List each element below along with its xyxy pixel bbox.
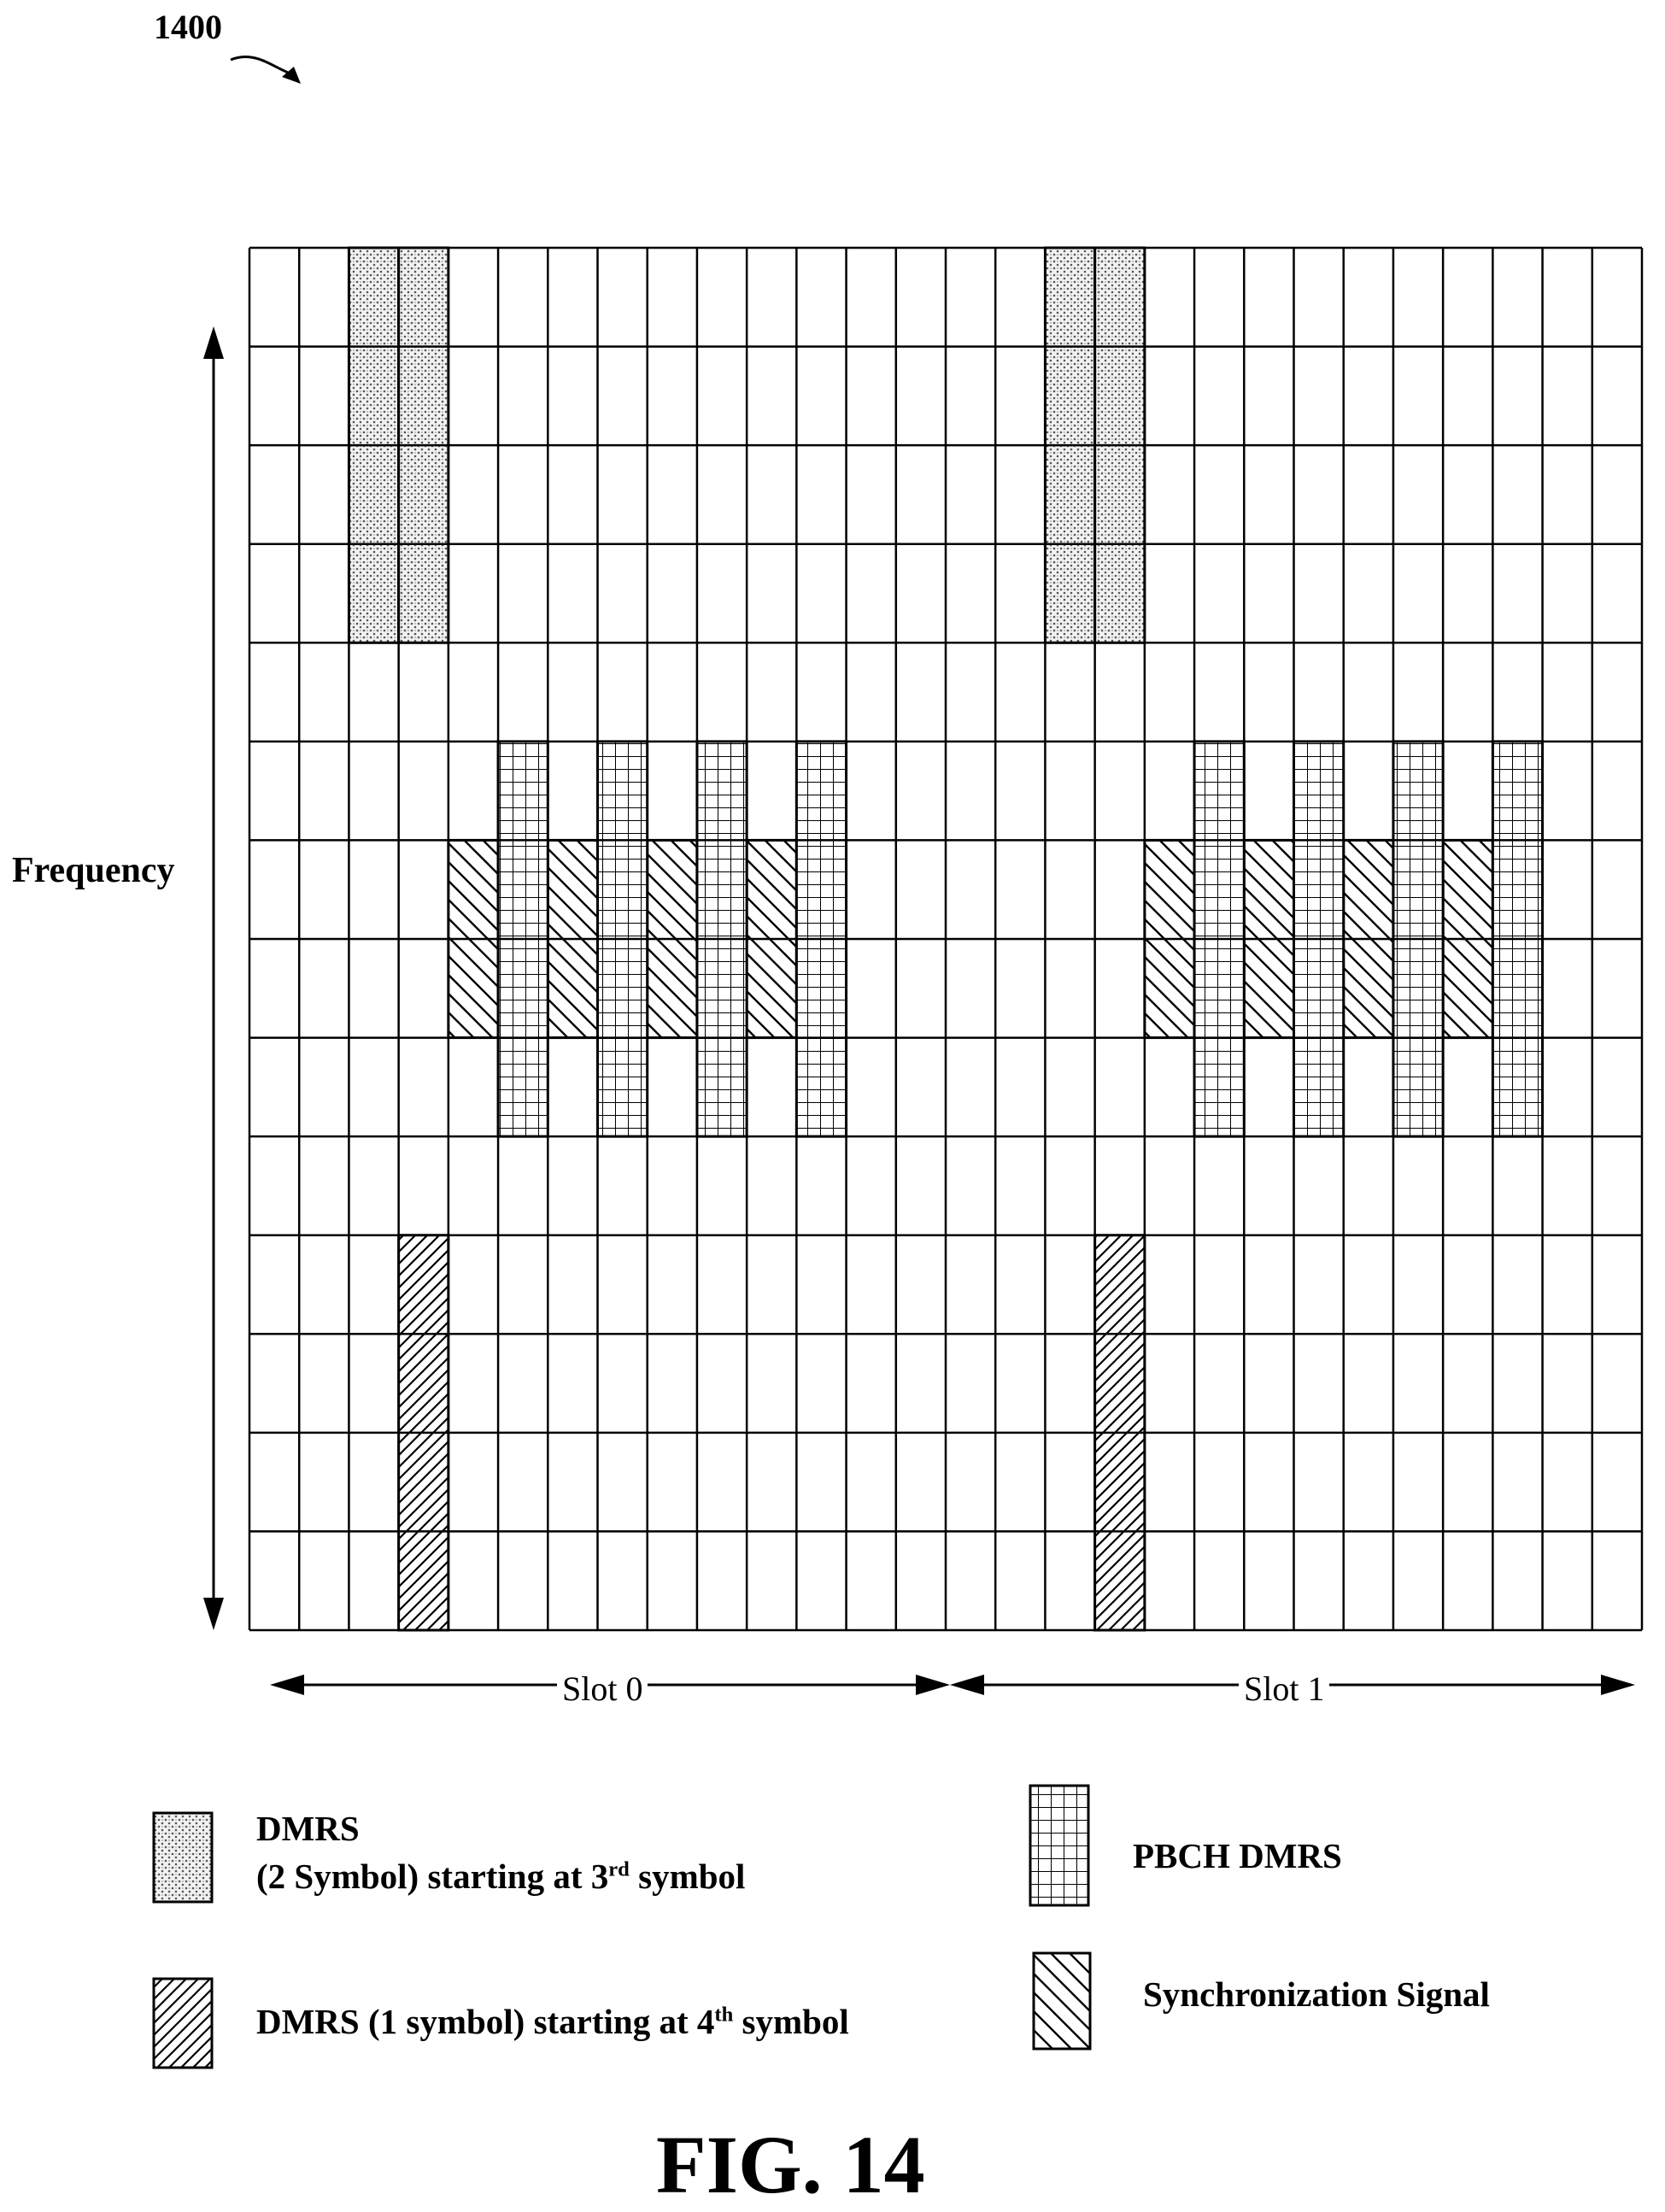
- legend-sync-signal-label: Synchronization Signal: [1143, 1970, 1490, 2018]
- legend-swatch-dmrs-1sym: [154, 1979, 212, 2068]
- legend-swatch-dmrs-2sym: [154, 1813, 212, 1902]
- legend-dmrs-2sym-label: DMRS (2 Symbol) starting at 3rd symbol: [256, 1804, 745, 1900]
- legend-dmrs-2sym-line2: (2 Symbol) starting at 3rd symbol: [256, 1852, 745, 1900]
- legend-swatch-pbch-dmrs: [1030, 1786, 1088, 1905]
- slot1-label: Slot 1: [1239, 1669, 1329, 1709]
- legend-swatch-sync-signal: [1034, 1953, 1090, 2049]
- legend-pbch-dmrs-label: PBCH DMRS: [1133, 1832, 1342, 1880]
- frequency-axis-label: Frequency: [12, 850, 175, 891]
- legend-dmrs-2sym-line1: DMRS: [256, 1804, 745, 1852]
- reference-arrow: [231, 56, 295, 75]
- figure-caption: FIG. 14: [656, 2117, 925, 2212]
- slot0-label: Slot 0: [557, 1669, 648, 1709]
- legend-dmrs-1sym-label: DMRS (1 symbol) starting at 4th symbol: [256, 1998, 849, 2045]
- figure-reference-number: 1400: [154, 7, 222, 47]
- frequency-arrow: [203, 326, 224, 1630]
